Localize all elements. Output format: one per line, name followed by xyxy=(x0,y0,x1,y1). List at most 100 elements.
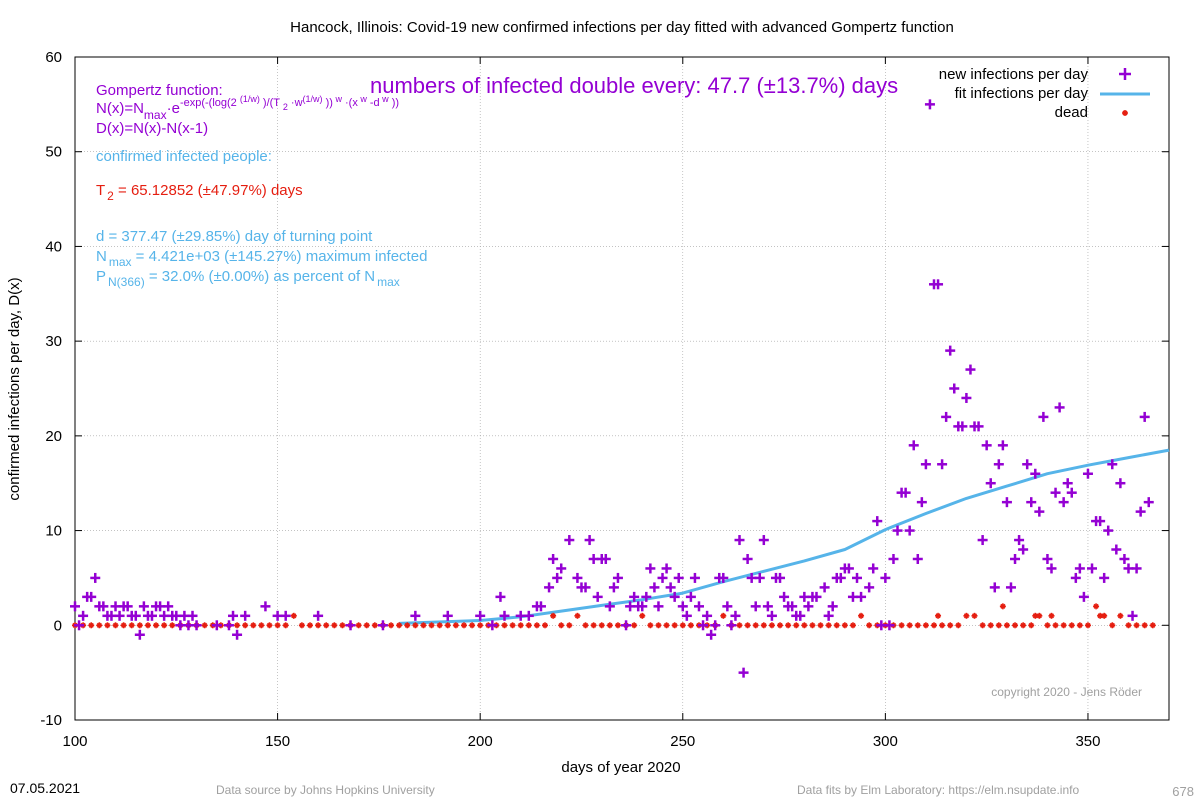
dead-point-stroke xyxy=(145,622,151,628)
dead-point-stroke xyxy=(1109,622,1115,628)
dead-point-stroke xyxy=(1012,622,1018,628)
dead-point xyxy=(566,622,573,629)
dead-point xyxy=(955,622,962,629)
infection-point xyxy=(78,610,89,621)
infection-point xyxy=(1074,563,1085,574)
infection-point xyxy=(442,610,453,621)
dead-point xyxy=(525,622,532,629)
infection-point xyxy=(933,279,944,290)
dead-point-stroke xyxy=(1020,622,1026,628)
infection-point xyxy=(1143,497,1154,508)
dead-point-stroke xyxy=(761,622,767,628)
formula-exp-tail3: -d xyxy=(367,97,380,109)
infection-point xyxy=(1099,572,1110,583)
dead-point-stroke xyxy=(1069,622,1075,628)
dead-point-stroke xyxy=(1142,622,1148,628)
infection-point xyxy=(795,610,806,621)
infection-point xyxy=(313,610,324,621)
formula-exp-tail2: ·(x xyxy=(342,97,358,109)
infection-point xyxy=(827,601,838,612)
dead-point-stroke xyxy=(339,622,345,628)
infection-point xyxy=(657,572,668,583)
infection-point xyxy=(74,620,85,631)
dead-point xyxy=(841,622,848,629)
dead-point-stroke xyxy=(307,622,313,628)
dead-point xyxy=(153,622,160,629)
dead-point-stroke xyxy=(121,622,127,628)
dead-point-stroke xyxy=(477,622,483,628)
plot-frame xyxy=(74,56,1170,721)
infection-point xyxy=(134,629,145,640)
legend-label-fit: fit infections per day xyxy=(955,85,1089,102)
footer-source: Data source by Johns Hopkins University xyxy=(216,783,435,797)
formula-exp-2: 2 xyxy=(283,102,288,112)
infection-point xyxy=(1046,563,1057,574)
dead-point xyxy=(935,612,942,619)
dead-point-stroke xyxy=(591,622,597,628)
dead-point-stroke xyxy=(817,622,824,628)
dead-point-stroke xyxy=(566,622,572,628)
dead-point-stroke xyxy=(250,622,256,628)
dead-point xyxy=(930,622,937,629)
infection-point xyxy=(779,591,790,602)
dead-point-stroke xyxy=(672,622,678,628)
t2-head: T xyxy=(96,182,105,199)
dead-point-stroke xyxy=(550,613,556,619)
dead-point-stroke xyxy=(461,622,467,628)
dead-point-stroke xyxy=(129,622,135,628)
dead-point xyxy=(315,622,322,629)
dead-point xyxy=(1020,622,1027,629)
dead-point-stroke xyxy=(1061,622,1067,628)
new-infections-series xyxy=(70,99,1154,678)
dead-point xyxy=(655,622,662,629)
dead-point-stroke xyxy=(88,622,94,628)
infection-point xyxy=(868,563,879,574)
infection-point xyxy=(641,591,652,602)
dead-point-stroke xyxy=(850,622,856,628)
dead-point-stroke xyxy=(736,622,743,628)
infection-point xyxy=(949,383,960,394)
infection-point xyxy=(803,601,814,612)
infection-point xyxy=(722,601,733,612)
dead-point xyxy=(939,622,946,629)
infection-point xyxy=(187,610,198,621)
infection-point xyxy=(228,610,239,621)
dead-point-stroke xyxy=(971,613,978,619)
d-formula: D(x)=N(x)-N(x-1) xyxy=(96,120,208,137)
fit-series xyxy=(399,448,1170,625)
dead-point xyxy=(687,622,694,629)
infection-point xyxy=(1010,553,1021,564)
formula-exp-w2: w xyxy=(333,94,343,104)
infection-point xyxy=(1103,525,1114,536)
formula-exp-tail4: )) xyxy=(389,97,399,109)
dead-point xyxy=(558,622,565,629)
dead-point-stroke xyxy=(1117,613,1123,619)
turning-point-line: d = 377.47 (±29.85%) day of turning poin… xyxy=(96,228,373,245)
dead-point-stroke xyxy=(242,622,248,628)
dead-point xyxy=(307,622,314,629)
gompertz-title: Gompertz function: xyxy=(96,82,223,99)
dead-point xyxy=(639,612,646,619)
infection-point xyxy=(1005,582,1016,593)
dead-point xyxy=(598,622,605,629)
dead-point-stroke xyxy=(372,622,378,628)
dead-point-stroke xyxy=(1044,622,1051,628)
infection-point xyxy=(823,610,834,621)
dead-point xyxy=(533,622,540,629)
dead-point-stroke xyxy=(842,622,848,628)
infection-point xyxy=(892,525,903,536)
infection-point xyxy=(584,535,595,546)
infection-point xyxy=(564,535,575,546)
infection-point xyxy=(677,601,688,612)
dead-point-stroke xyxy=(809,622,816,628)
infection-point xyxy=(941,411,952,422)
dead-point xyxy=(849,622,856,629)
dead-point-stroke xyxy=(96,622,102,628)
legend-marker-star xyxy=(1122,110,1128,116)
infection-point xyxy=(544,582,555,593)
infection-point xyxy=(98,601,109,612)
infection-point xyxy=(1014,535,1025,546)
dead-point xyxy=(274,622,281,629)
dead-point-stroke xyxy=(396,622,402,628)
dead-point xyxy=(1149,622,1156,629)
